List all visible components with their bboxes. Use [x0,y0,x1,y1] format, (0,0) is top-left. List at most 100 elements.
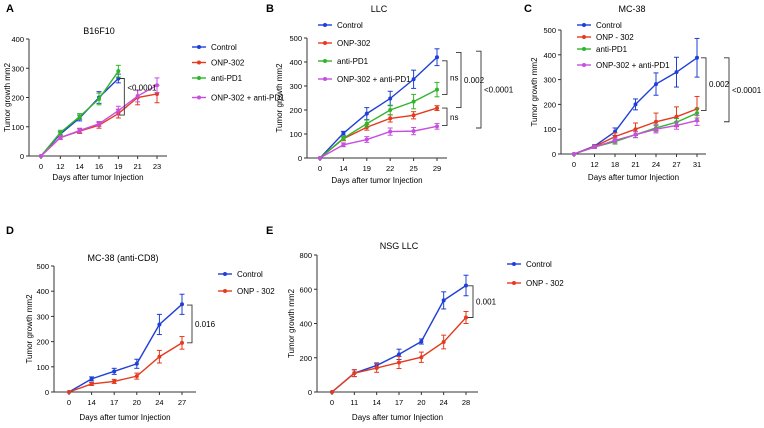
p-value-label: 0.002 [464,76,485,85]
legend-label: Control [526,260,552,269]
x-tick-label: 24 [439,398,447,407]
y-tick-label: 600 [299,285,312,294]
legend-item: ONP - 302 [218,287,275,296]
significance-bracket: <0.0001 [476,50,514,129]
chart-title: MC-38 [618,4,645,14]
p-value-label: ns [450,74,458,83]
data-point [411,99,416,104]
data-point [157,322,162,327]
panel-letter: E [266,225,273,237]
chart-title: B16F10 [83,26,115,36]
series-onp-302-anti-pd1 [318,122,440,160]
legend-marker [512,281,516,285]
x-tick-label: 29 [433,164,441,173]
p-value-label: 0.001 [476,298,497,307]
legend-marker [323,41,327,45]
bracket-line [187,304,193,344]
legend-item: Control [192,43,237,52]
y-tick-label: 500 [36,262,49,271]
data-point [116,69,121,74]
legend-label: ONP - 302 [237,287,275,296]
legend-marker [582,35,586,39]
data-point [157,354,162,359]
legend-label: Control [211,43,237,52]
p-value-label: <0.0001 [484,86,514,95]
data-point [135,94,140,99]
legend-item: anti-PD1 [577,45,628,54]
data-point [341,136,346,141]
y-axis-label: Tumor growth mm2 [530,57,539,127]
p-value-label: 0.016 [195,320,216,329]
series-control [572,37,700,156]
legend-label: ONP - 302 [526,279,564,288]
data-point [419,339,424,344]
panel-B: B LLC 0 100 200 300 400 500 0 14 19 22 25 29 Days afte… [266,3,514,185]
data-point [441,339,446,344]
data-point [364,121,369,126]
x-tick-label: 14 [372,398,380,407]
legend-item: Control [577,21,622,30]
panel-letter: B [266,3,274,15]
data-point [441,298,446,303]
legend-marker [197,95,201,100]
data-point [97,96,101,101]
legend-label: ONP-302 [337,39,371,48]
data-point [613,138,617,143]
legend-label: ONP-302 + anti-PD1 [211,94,285,103]
p-value-label: 0.002 [709,80,730,89]
series-line [319,125,438,159]
x-tick-label: 21 [133,162,141,171]
legend-label: Control [337,21,363,30]
legend-label: anti-PD1 [211,74,243,83]
y-tick-label: 0 [20,152,24,161]
legend-label: Control [237,270,263,279]
data-point [633,132,638,137]
data-point [77,114,82,119]
x-tick-label: 11 [350,398,358,407]
legend-marker [582,47,586,51]
data-point [388,116,393,121]
x-tick-label: 0 [39,162,43,171]
series-onp-302 [318,105,440,160]
data-point [572,152,576,156]
y-tick-label: 100 [543,125,556,134]
data-point [695,55,699,60]
y-tick-label: 500 [289,34,302,43]
legend-label: anti-PD1 [596,45,628,54]
legend-label: ONP-302 + anti-PD1 [596,61,670,70]
x-tick-label: 27 [672,160,680,169]
data-point [89,381,94,386]
x-tick-label: 14 [339,164,347,173]
data-point [58,130,63,135]
y-tick-label: 0 [45,388,49,397]
x-tick-label: 22 [386,164,394,173]
x-tick-label: 24 [155,398,163,407]
y-tick-label: 400 [11,35,24,44]
series-anti-pd1 [318,81,440,160]
data-point [352,371,357,376]
series-onp-302 [330,311,469,394]
x-tick-label: 27 [178,398,186,407]
legend-marker [582,23,586,27]
data-point [435,87,439,92]
legend-label: ONP - 302 [596,33,634,42]
significance-bracket: 0.002 [456,51,485,109]
data-point [654,82,658,87]
data-point [180,340,184,345]
data-point [341,131,346,136]
panel-E: E NSG LLC 0 200 400 600 800 0 11 14 17 20 24 28 Days a… [266,225,564,422]
x-tick-label: 20 [133,398,141,407]
x-axis-label: Days after tumor Injection [52,173,143,182]
legend-marker [197,60,201,65]
legend-item: ONP-302 [318,39,371,48]
x-tick-label: 0 [67,398,71,407]
data-point [411,113,416,118]
significance-bracket: 0.002 [701,57,730,112]
series-line [319,107,438,159]
data-point [134,374,139,379]
panel-letter: D [6,225,14,237]
data-point [435,106,439,111]
y-tick-label: 400 [36,287,49,296]
data-point [388,108,393,112]
x-tick-label: 17 [395,398,403,407]
